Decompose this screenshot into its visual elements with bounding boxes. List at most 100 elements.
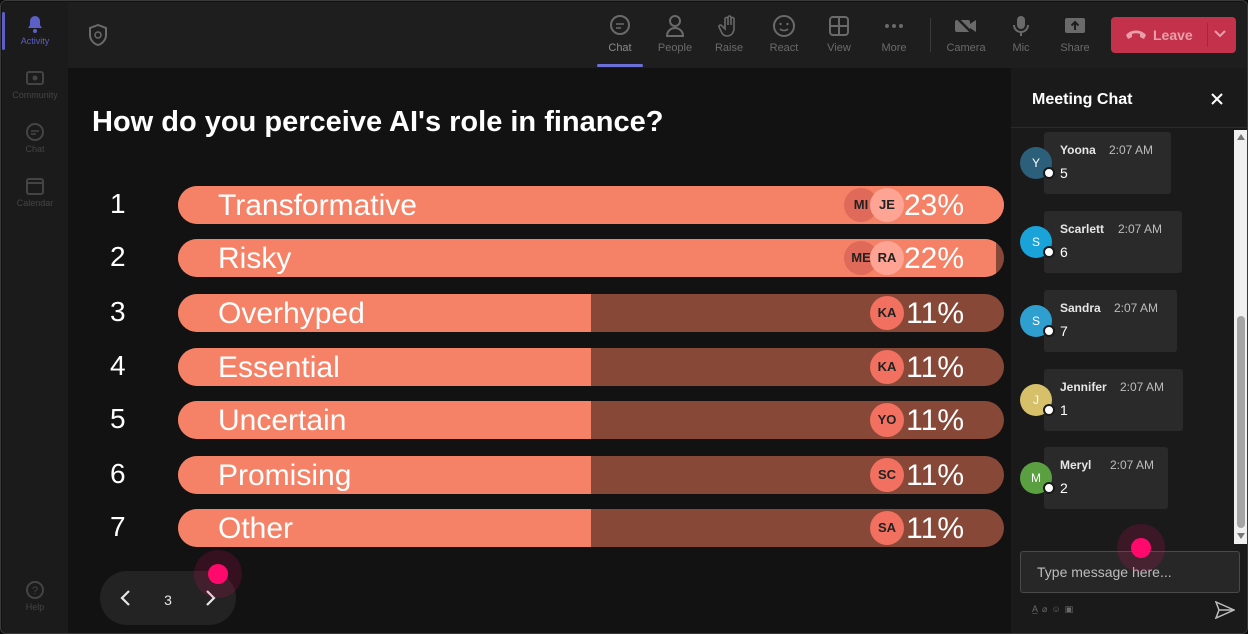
toolbar-mic-button[interactable]: Mic <box>995 12 1047 64</box>
option-number: 3 <box>110 296 126 327</box>
chat-message: Jennifer 2:07 AM 1 J <box>1011 369 1231 431</box>
toolbar-divider <box>930 18 931 52</box>
hand-icon <box>718 15 735 37</box>
phone-hangup-icon <box>1126 30 1146 39</box>
rail-active-indicator <box>2 12 5 50</box>
toolbar-share-label: Share <box>1060 42 1090 54</box>
option-percent: 11% <box>906 297 964 330</box>
chat-scrollbar[interactable] <box>1234 130 1247 544</box>
toolbar-camera-button[interactable]: Camera <box>940 12 992 64</box>
option-label: Promising <box>218 459 352 492</box>
toolbar-react-button[interactable]: React <box>758 12 810 64</box>
presence-status-icon <box>1043 404 1055 416</box>
message-time: 2:07 AM <box>1120 380 1165 394</box>
rail-item-label: Activity <box>20 36 50 46</box>
toolbar-view-button[interactable]: View <box>813 12 865 64</box>
toolbar-people-button[interactable]: People <box>649 12 701 64</box>
option-number: 7 <box>110 511 126 542</box>
poll-pager: 3 <box>100 571 236 625</box>
message-time: 2:07 AM <box>1110 458 1155 472</box>
rail-item-label: Community <box>12 90 58 100</box>
option-label: Uncertain <box>218 404 347 437</box>
rail-item-help[interactable]: ? Help <box>2 580 68 612</box>
option-bar: Overhyped KA 11% <box>178 294 1004 332</box>
message-bubble: Meryl 2:07 AM 2 <box>1044 447 1168 509</box>
attach-icon[interactable]: ⌀ <box>1042 604 1048 614</box>
people-icon <box>665 15 685 37</box>
message-text: 6 <box>1060 244 1068 260</box>
message-text: 1 <box>1060 402 1068 418</box>
leave-button[interactable]: Leave <box>1111 17 1236 53</box>
send-icon[interactable] <box>1215 601 1235 619</box>
voter-avatar: JE <box>870 188 904 222</box>
emoji-icon[interactable]: ☺ <box>1051 604 1061 614</box>
message-time: 2:07 AM <box>1109 143 1154 157</box>
message-sender: Scarlett <box>1060 222 1105 236</box>
chat-title: Meeting Chat <box>1032 91 1133 108</box>
rail-item-label: Chat <box>25 144 45 154</box>
rail-item-chat[interactable]: Chat <box>2 122 68 154</box>
message-bubble: Jennifer 2:07 AM 1 <box>1044 369 1183 431</box>
toolbar-more-label: More <box>881 42 907 54</box>
chat-message: Scarlett 2:07 AM 6 S <box>1011 211 1231 273</box>
toolbar-raise-button[interactable]: Raise <box>703 12 755 64</box>
option-label: Other <box>218 512 294 545</box>
scrollbar-thumb[interactable] <box>1237 316 1245 528</box>
option-percent: 22% <box>903 242 964 275</box>
option-bar: Promising SC 11% <box>178 456 1004 494</box>
rail-item-community[interactable]: Community <box>2 68 68 100</box>
message-text: 2 <box>1060 480 1068 496</box>
presence-status-icon <box>1043 325 1055 337</box>
camera-off-icon <box>955 16 976 37</box>
message-time: 2:07 AM <box>1118 222 1163 236</box>
poll-option-row: 4 Essential KA 11% <box>68 348 1011 386</box>
option-bar: Other SA 11% <box>178 509 1004 547</box>
poll-option-row: 6 Promising SC 11% <box>68 456 1011 494</box>
option-percent: 11% <box>906 351 964 384</box>
option-number: 2 <box>110 241 126 272</box>
shield-icon[interactable] <box>88 24 108 46</box>
option-bar: Transformative MI JE 23% <box>178 186 1004 224</box>
poll-option-row: 5 Uncertain YO 11% <box>68 401 1011 439</box>
voter-avatar: KA <box>870 296 904 330</box>
rail-item-activity[interactable]: Activity <box>2 14 68 46</box>
scroll-up-icon[interactable] <box>1237 134 1245 140</box>
bell-icon <box>28 16 42 33</box>
toolbar-more-button[interactable]: More <box>868 12 920 64</box>
compose-toolbar: A̲ ⌀ ☺ ▣ <box>1032 604 1077 615</box>
toolbar-share-button[interactable]: Share <box>1049 12 1101 64</box>
poll-option-row: 7 Other SA 11% <box>68 509 1011 547</box>
chevron-down-icon[interactable] <box>1213 29 1227 39</box>
toolbar-chat-button[interactable]: Chat <box>594 12 646 64</box>
rail-item-calendar[interactable]: Calendar <box>2 176 68 208</box>
option-bar: Essential KA 11% <box>178 348 1004 386</box>
rail-item-label: Calendar <box>16 198 54 208</box>
option-bar-fill <box>178 509 591 547</box>
option-percent: 11% <box>906 404 964 437</box>
meeting-chat-panel: Meeting Chat Yoona 2:07 AM 5 Y Scarlett 2:07 … <box>1011 68 1247 633</box>
toolbar-chat-label: Chat <box>608 42 632 54</box>
chevron-left-icon[interactable] <box>118 589 134 607</box>
close-icon[interactable] <box>1210 92 1224 106</box>
voter-avatar: SA <box>870 511 904 545</box>
chat-message: Meryl 2:07 AM 2 M <box>1011 447 1231 509</box>
more-icon <box>885 24 903 28</box>
format-icon[interactable]: A̲ <box>1032 604 1039 614</box>
option-number: 6 <box>110 458 126 489</box>
gif-icon[interactable]: ▣ <box>1064 604 1074 614</box>
message-text: 7 <box>1060 323 1068 339</box>
message-bubble: Scarlett 2:07 AM 6 <box>1044 211 1182 273</box>
message-bubble: Yoona 2:07 AM 5 <box>1044 132 1171 194</box>
option-bar-fill <box>178 348 591 386</box>
svg-text:?: ? <box>32 585 38 597</box>
option-percent: 23% <box>903 189 964 222</box>
active-tab-indicator <box>597 64 643 67</box>
chevron-right-icon[interactable] <box>202 589 218 607</box>
chat-message-input[interactable] <box>1020 551 1240 593</box>
option-label: Transformative <box>218 189 417 222</box>
chat-message: Yoona 2:07 AM 5 Y <box>1011 132 1231 194</box>
message-text: 5 <box>1060 165 1068 181</box>
toolbar-mic-label: Mic <box>1012 42 1030 54</box>
scroll-down-icon[interactable] <box>1237 533 1245 539</box>
